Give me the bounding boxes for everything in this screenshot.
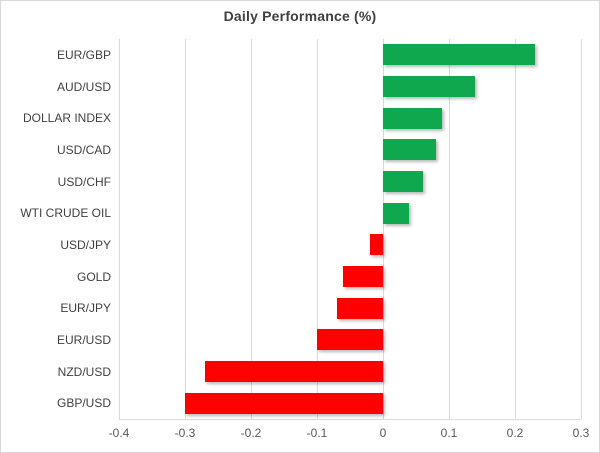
bar-usd-jpy xyxy=(370,234,383,255)
bar-dollar-index xyxy=(383,108,442,129)
bar-gbp-usd xyxy=(185,393,383,414)
x-tick-label: 0.2 xyxy=(506,426,524,440)
category-label-eur-jpy: EUR/JPY xyxy=(60,301,111,315)
x-tick-label: -0.2 xyxy=(240,426,262,440)
category-label-usd-cad: USD/CAD xyxy=(56,143,111,157)
category-label-gbp-usd: GBP/USD xyxy=(56,396,111,410)
category-label-eur-usd: EUR/USD xyxy=(56,333,111,347)
gridline--0-2 xyxy=(251,39,252,419)
category-label-dollar-index: DOLLAR INDEX xyxy=(22,111,111,125)
category-label-gold: GOLD xyxy=(76,270,111,284)
gridline--0-3 xyxy=(185,39,186,419)
gridline-0-2 xyxy=(515,39,516,419)
x-tick-label: 0.3 xyxy=(572,426,590,440)
bar-gold xyxy=(343,266,383,287)
x-tick-label: 0.1 xyxy=(440,426,458,440)
bar-usd-chf xyxy=(383,171,423,192)
chart-title: Daily Performance (%) xyxy=(223,8,377,24)
gridline-0-3 xyxy=(581,39,582,419)
bar-eur-gbp xyxy=(383,44,535,65)
category-label-wti-crude-oil: WTI CRUDE OIL xyxy=(20,206,111,220)
bar-wti-crude-oil xyxy=(383,203,409,224)
gridline-0-1 xyxy=(449,39,450,419)
bar-eur-usd xyxy=(317,329,383,350)
bar-nzd-usd xyxy=(205,361,383,382)
x-tick-label: -0.1 xyxy=(306,426,328,440)
category-label-eur-gbp: EUR/GBP xyxy=(56,48,111,62)
x-tick-label: -0.3 xyxy=(174,426,196,440)
category-label-nzd-usd: NZD/USD xyxy=(57,365,111,379)
category-label-aud-usd: AUD/USD xyxy=(56,80,111,94)
category-label-usd-jpy: USD/JPY xyxy=(60,238,111,252)
x-tick-label: 0 xyxy=(379,426,387,440)
gridline--0-1 xyxy=(317,39,318,419)
category-label-usd-chf: USD/CHF xyxy=(57,175,111,189)
gridline--0-4 xyxy=(119,39,120,419)
bar-eur-jpy xyxy=(337,298,383,319)
bar-usd-cad xyxy=(383,139,436,160)
bar-aud-usd xyxy=(383,76,475,97)
gridline-0 xyxy=(383,39,384,419)
x-tick-label: -0.4 xyxy=(108,426,130,440)
plot-area xyxy=(119,39,582,420)
